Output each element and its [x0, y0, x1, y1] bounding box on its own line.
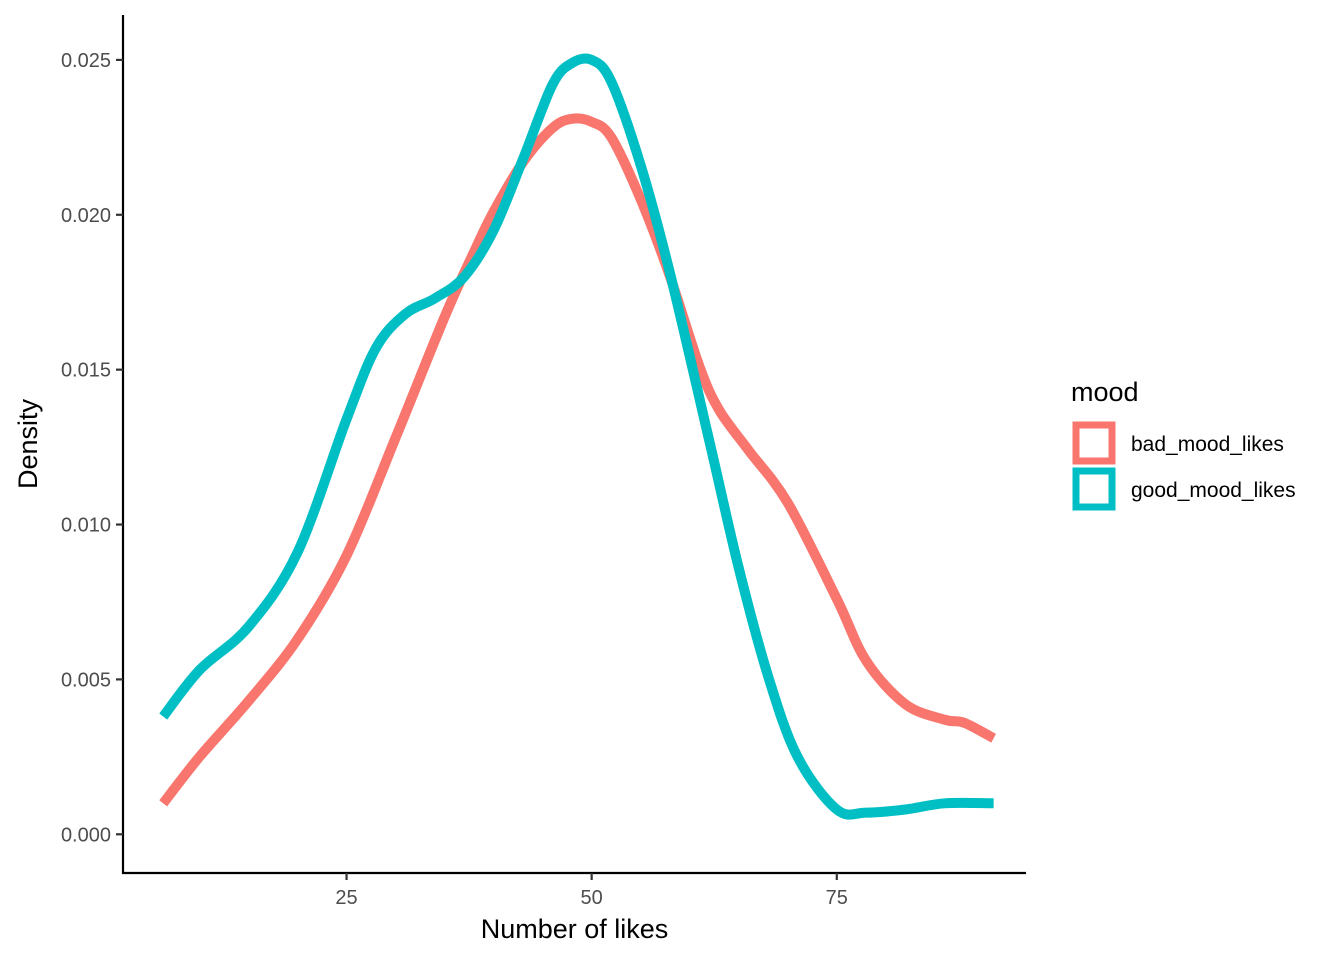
legend-key-good-mood-likes: [1072, 467, 1116, 511]
x-axis-title: Number of likes: [481, 914, 669, 944]
legend-label: bad_mood_likes: [1131, 433, 1284, 456]
legend-title: mood: [1071, 377, 1139, 407]
x-tick-label: 25: [335, 887, 357, 909]
legend: mood bad_mood_likes good_mood_likes: [1071, 377, 1296, 511]
y-tick-label: 0.010: [61, 515, 111, 537]
x-tick-label: 75: [826, 887, 848, 909]
y-tick-label: 0.000: [61, 824, 111, 846]
y-axis-title: Density: [13, 398, 43, 489]
series-line-bad-mood-likes: [159, 113, 997, 807]
y-tick-label: 0.015: [61, 360, 111, 382]
y-tick-label: 0.005: [61, 669, 111, 691]
series-line-good-mood-likes: [159, 53, 994, 820]
series-layer: [159, 53, 997, 820]
y-tick-label: 0.020: [61, 205, 111, 227]
legend-key-bad-mood-likes: [1072, 421, 1116, 465]
y-tick-label: 0.025: [61, 50, 111, 72]
legend-label: good_mood_likes: [1131, 479, 1296, 502]
axes-layer: 0.000 0.005 0.010 0.015 0.020 0.025 25 50 75 Numb…: [13, 15, 1026, 944]
x-tick-label: 50: [581, 887, 603, 909]
